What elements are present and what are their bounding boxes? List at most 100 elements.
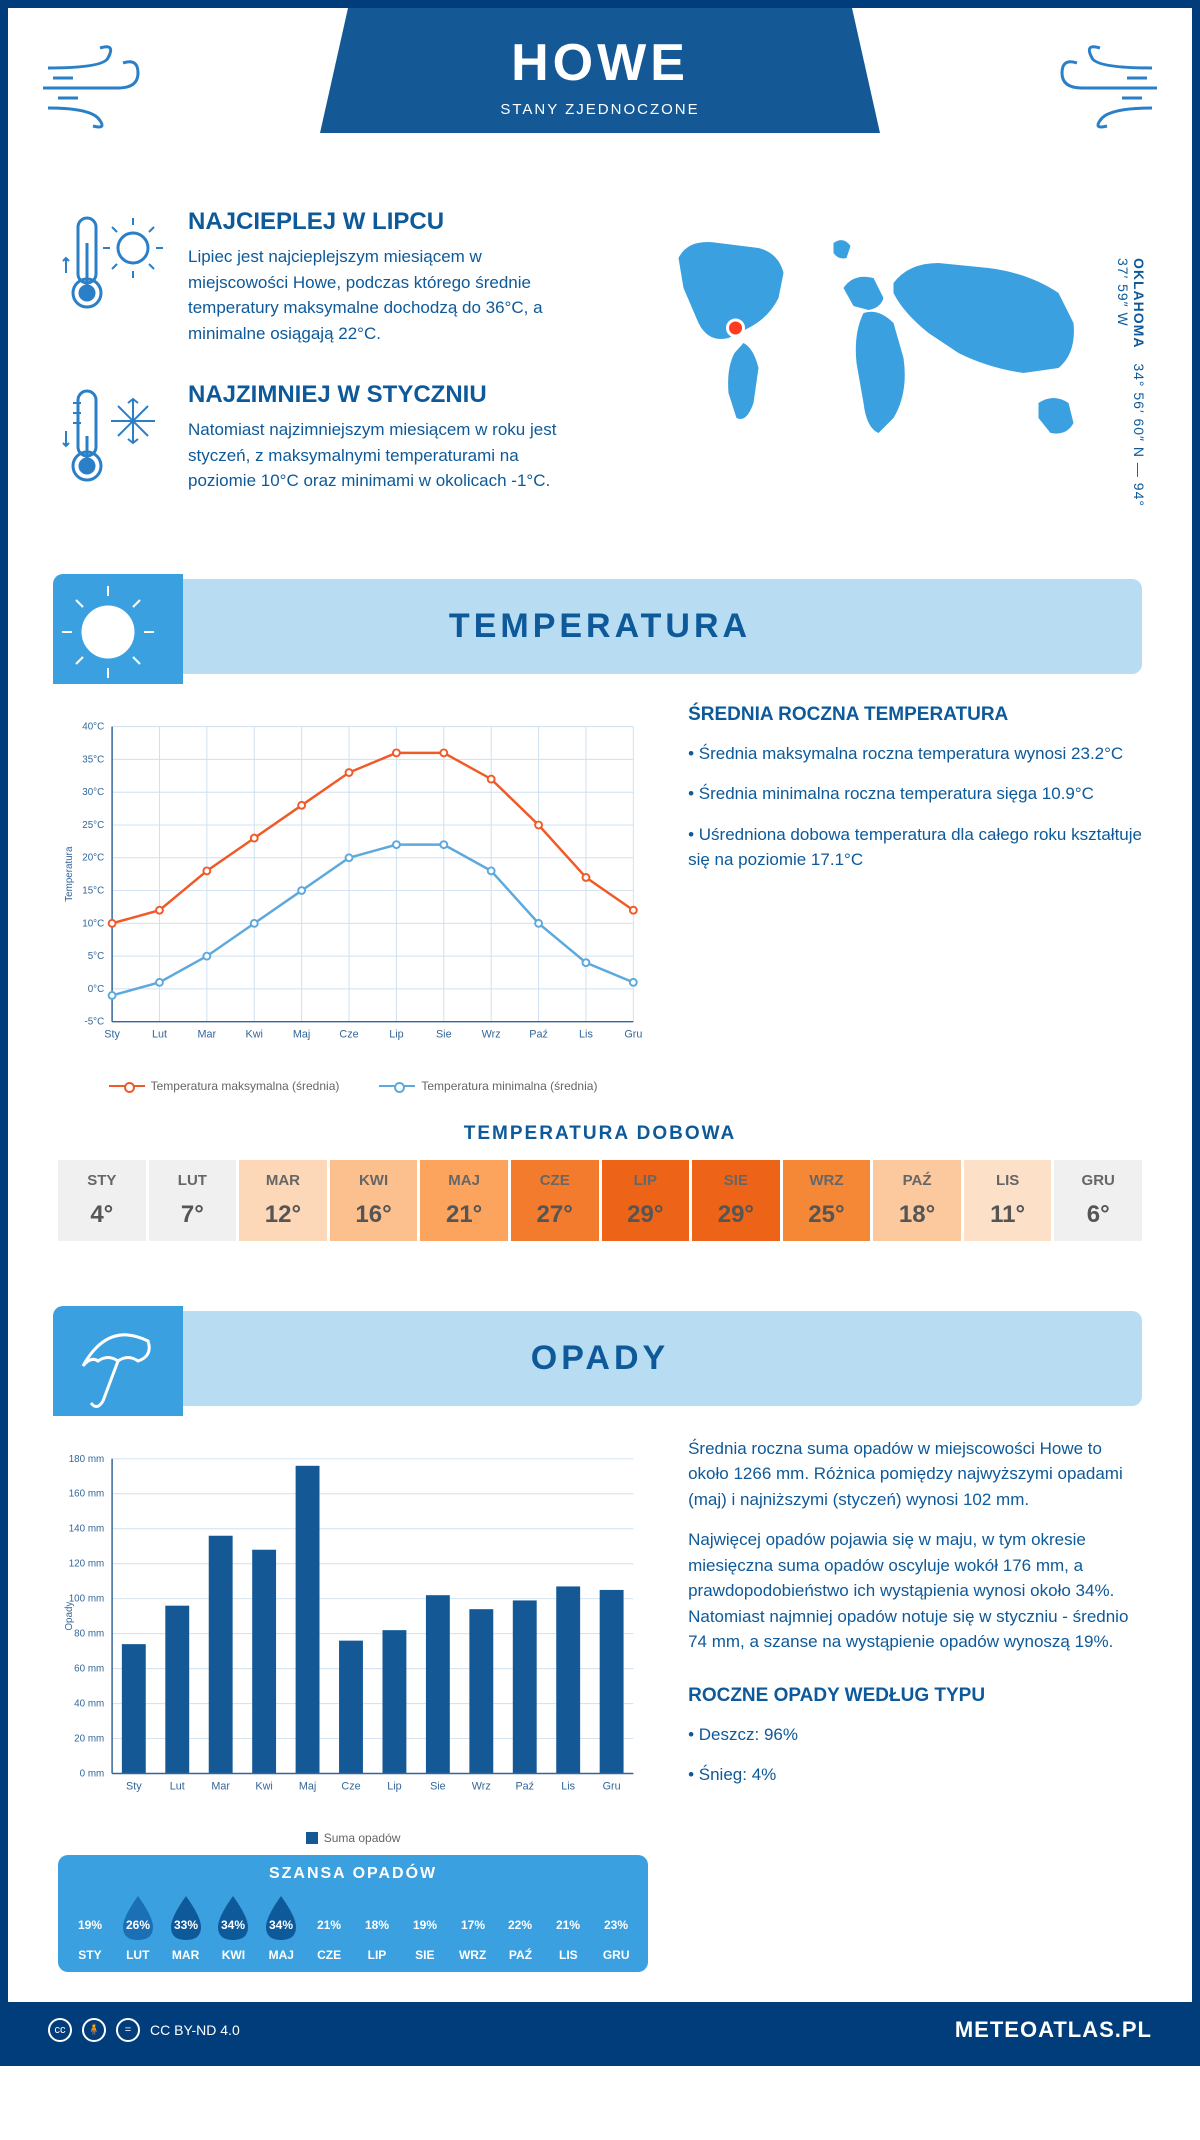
svg-text:0 mm: 0 mm: [80, 1768, 105, 1779]
daily-temp-cell: SIE29°: [692, 1160, 780, 1241]
svg-text:Lip: Lip: [387, 1780, 401, 1792]
drop-icon: 23%: [595, 1893, 637, 1943]
svg-text:140 mm: 140 mm: [69, 1523, 105, 1534]
svg-text:19%: 19%: [413, 1918, 437, 1932]
header-banner: HOWE STANY ZJEDNOCZONE: [320, 8, 880, 133]
drop-icon: 33%: [165, 1893, 207, 1943]
chance-cell: 33% MAR: [164, 1893, 208, 1962]
drop-icon: 34%: [212, 1893, 254, 1943]
svg-text:0°C: 0°C: [88, 983, 105, 994]
wind-icon: [38, 38, 158, 138]
hot-title: NAJCIEPLEJ W LIPCU: [188, 208, 585, 236]
daily-temp-title: TEMPERATURA DOBOWA: [58, 1123, 1142, 1145]
daily-temp-block: TEMPERATURA DOBOWA STY4° LUT7° MAR12° KW…: [8, 1123, 1192, 1281]
svg-text:-5°C: -5°C: [84, 1016, 104, 1027]
daily-temp-cell: WRZ25°: [783, 1160, 871, 1241]
temp-legend: Temperatura maksymalna (średnia) Tempera…: [58, 1079, 648, 1093]
svg-text:33%: 33%: [174, 1918, 198, 1932]
svg-text:35°C: 35°C: [82, 754, 104, 765]
svg-text:Wrz: Wrz: [482, 1028, 501, 1040]
svg-text:20°C: 20°C: [82, 852, 104, 863]
cold-month-block: NAJZIMNIEJ W STYCZNIU Natomiast najzimni…: [58, 381, 585, 494]
svg-text:21%: 21%: [317, 1918, 341, 1932]
drop-icon: 34%: [260, 1893, 302, 1943]
drop-icon: 19%: [69, 1893, 111, 1943]
temp-bullet-1: • Średnia maksymalna roczna temperatura …: [688, 741, 1142, 767]
drop-icon: 18%: [356, 1893, 398, 1943]
svg-text:Lis: Lis: [561, 1780, 575, 1792]
temp-bullet-3: • Uśredniona dobowa temperatura dla całe…: [688, 822, 1142, 873]
daily-temp-cell: GRU6°: [1054, 1160, 1142, 1241]
svg-text:18%: 18%: [365, 1918, 389, 1932]
svg-text:Kwi: Kwi: [255, 1780, 272, 1792]
city-title: HOWE: [420, 33, 780, 93]
infographic-container: HOWE STANY ZJEDNOCZONE: [0, 0, 1200, 2066]
daily-temp-cell: LIS11°: [964, 1160, 1052, 1241]
svg-text:Sty: Sty: [126, 1780, 142, 1792]
drop-icon: 19%: [404, 1893, 446, 1943]
svg-text:21%: 21%: [556, 1918, 580, 1932]
svg-text:Lip: Lip: [389, 1028, 403, 1040]
svg-text:34%: 34%: [269, 1918, 293, 1932]
svg-text:19%: 19%: [78, 1918, 102, 1932]
temp-section-body: -5°C0°C5°C10°C15°C20°C25°C30°C35°C40°CSt…: [8, 674, 1192, 1123]
svg-text:160 mm: 160 mm: [69, 1488, 105, 1499]
svg-text:Paź: Paź: [529, 1028, 548, 1040]
precipitation-bar-chart: 0 mm20 mm40 mm60 mm80 mm100 mm120 mm140 …: [58, 1436, 648, 1816]
svg-text:Paź: Paź: [515, 1780, 534, 1792]
svg-text:120 mm: 120 mm: [69, 1558, 105, 1569]
chance-title: SZANSA OPADÓW: [68, 1865, 638, 1883]
drop-icon: 21%: [308, 1893, 350, 1943]
chance-cell: 23% GRU: [594, 1893, 638, 1962]
hot-month-block: NAJCIEPLEJ W LIPCU Lipiec jest najcieple…: [58, 208, 585, 346]
header: HOWE STANY ZJEDNOCZONE: [8, 8, 1192, 188]
svg-text:180 mm: 180 mm: [69, 1453, 105, 1464]
drop-icon: 17%: [452, 1893, 494, 1943]
precip-section-header: OPADY: [58, 1311, 1142, 1406]
svg-text:Wrz: Wrz: [472, 1780, 491, 1792]
chance-cell: 34% MAJ: [259, 1893, 303, 1962]
precip-legend: Suma opadów: [58, 1831, 648, 1845]
footer: cc 🧍 = CC BY-ND 4.0 METEOATLAS.PL: [8, 2002, 1192, 2058]
legend-min: Temperatura minimalna (średnia): [421, 1079, 597, 1093]
temp-info-heading: ŚREDNIA ROCZNA TEMPERATURA: [688, 704, 1142, 726]
svg-text:Sie: Sie: [430, 1780, 446, 1792]
svg-text:Cze: Cze: [341, 1780, 360, 1792]
svg-text:23%: 23%: [604, 1918, 628, 1932]
svg-text:15°C: 15°C: [82, 885, 104, 896]
svg-text:Lis: Lis: [579, 1028, 593, 1040]
legend-precip: Suma opadów: [324, 1831, 401, 1845]
cold-text: Natomiast najzimniejszym miesiącem w rok…: [188, 417, 585, 494]
svg-text:60 mm: 60 mm: [74, 1663, 104, 1674]
chance-cell: 19% SIE: [403, 1893, 447, 1962]
drop-icon: 26%: [117, 1893, 159, 1943]
drop-icon: 22%: [499, 1893, 541, 1943]
svg-text:22%: 22%: [508, 1918, 532, 1932]
temp-bullet-2: • Średnia minimalna roczna temperatura s…: [688, 781, 1142, 807]
svg-text:Temperatura: Temperatura: [64, 846, 75, 902]
svg-text:Gru: Gru: [624, 1028, 642, 1040]
precip-snow: • Śnieg: 4%: [688, 1762, 1142, 1788]
daily-temp-cell: STY4°: [58, 1160, 146, 1241]
precip-type-heading: ROCZNE OPADY WEDŁUG TYPU: [688, 1685, 1142, 1707]
sun-icon: [53, 574, 183, 684]
region-label: OKLAHOMA: [1131, 258, 1147, 348]
legend-max: Temperatura maksymalna (średnia): [151, 1079, 340, 1093]
chance-cell: 18% LIP: [355, 1893, 399, 1962]
svg-text:Kwi: Kwi: [246, 1028, 263, 1040]
chance-box: SZANSA OPADÓW 19% STY 26% LUT 33% MAR 34…: [58, 1855, 648, 1972]
svg-text:Maj: Maj: [293, 1028, 310, 1040]
svg-text:Sie: Sie: [436, 1028, 452, 1040]
chance-cell: 22% PAŹ: [499, 1893, 543, 1962]
svg-text:40 mm: 40 mm: [74, 1698, 104, 1709]
daily-temp-cell: LUT7°: [149, 1160, 237, 1241]
drop-icon: 21%: [547, 1893, 589, 1943]
svg-text:Lut: Lut: [170, 1780, 185, 1792]
svg-text:5°C: 5°C: [88, 951, 105, 962]
temperature-line-chart: -5°C0°C5°C10°C15°C20°C25°C30°C35°C40°CSt…: [58, 704, 648, 1064]
svg-text:Cze: Cze: [339, 1028, 358, 1040]
precip-p2: Najwięcej opadów pojawia się w maju, w t…: [688, 1527, 1142, 1655]
chance-cell: 34% KWI: [212, 1893, 256, 1962]
precip-section-body: 0 mm20 mm40 mm60 mm80 mm100 mm120 mm140 …: [8, 1406, 1192, 2002]
daily-temp-cell: CZE27°: [511, 1160, 599, 1241]
